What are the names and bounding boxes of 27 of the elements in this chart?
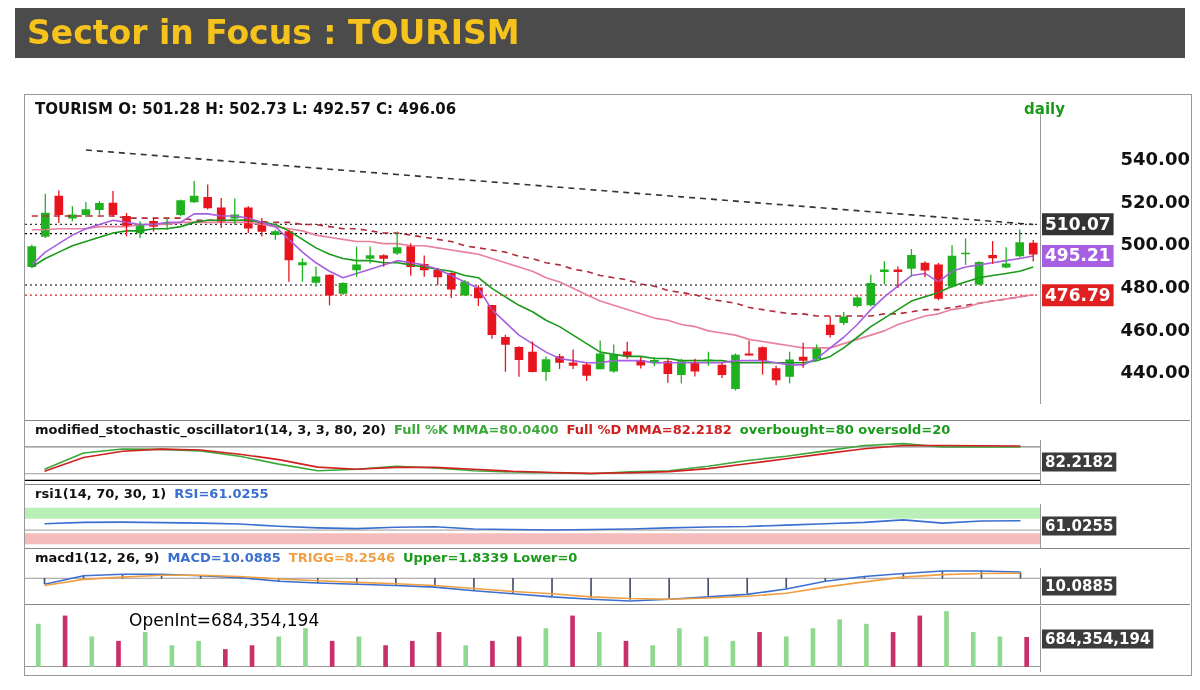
series-label: OpenInt=684,354,194 xyxy=(129,610,320,630)
y-tick-label: 540.00 xyxy=(1120,148,1190,170)
text: overbought=80 oversold=20 xyxy=(739,422,951,437)
y-tick-label: 520.00 xyxy=(1120,190,1190,212)
y-tick-label: 500.00 xyxy=(1120,233,1190,255)
text: Full %K MMA=80.0400 xyxy=(393,422,559,437)
ref-line-label: 510.07 xyxy=(1045,213,1111,234)
chart-title: Sector in Focus : TOURISM xyxy=(15,8,1185,58)
annotation: daily xyxy=(1024,100,1065,118)
data-label: 495.21 xyxy=(1045,245,1111,266)
ref-line-label: 476.79 xyxy=(1045,284,1111,305)
text: 61.0255 xyxy=(1045,516,1114,535)
series-label: TRIGG=8.2546 xyxy=(288,550,395,565)
y-tick-label: 440.00 xyxy=(1120,361,1190,383)
series-label: MACD=10.0885 xyxy=(167,550,281,565)
text: 82.2182 xyxy=(1045,452,1114,471)
y-tick-label: 480.00 xyxy=(1120,275,1190,297)
text: Upper=1.8339 Lower=0 xyxy=(402,550,578,565)
chart-subtitle: TOURISM O: 501.28 H: 502.73 L: 492.57 C: 496.06 xyxy=(35,100,457,118)
text: 10.0885 xyxy=(1045,576,1114,595)
series-label: RSI=61.0255 xyxy=(174,486,269,501)
chart-title: modified_stochastic_oscillator1(14, 3, 3, 80, 20) xyxy=(35,422,386,437)
y-tick-label: 460.00 xyxy=(1120,318,1190,340)
text: Full %D MMA=82.2182 xyxy=(566,422,732,437)
chart-title: rsi1(14, 70, 30, 1) xyxy=(35,486,167,501)
text: 684,354,194 xyxy=(1045,629,1151,648)
chart-title: macd1(12, 26, 9) xyxy=(35,550,160,565)
